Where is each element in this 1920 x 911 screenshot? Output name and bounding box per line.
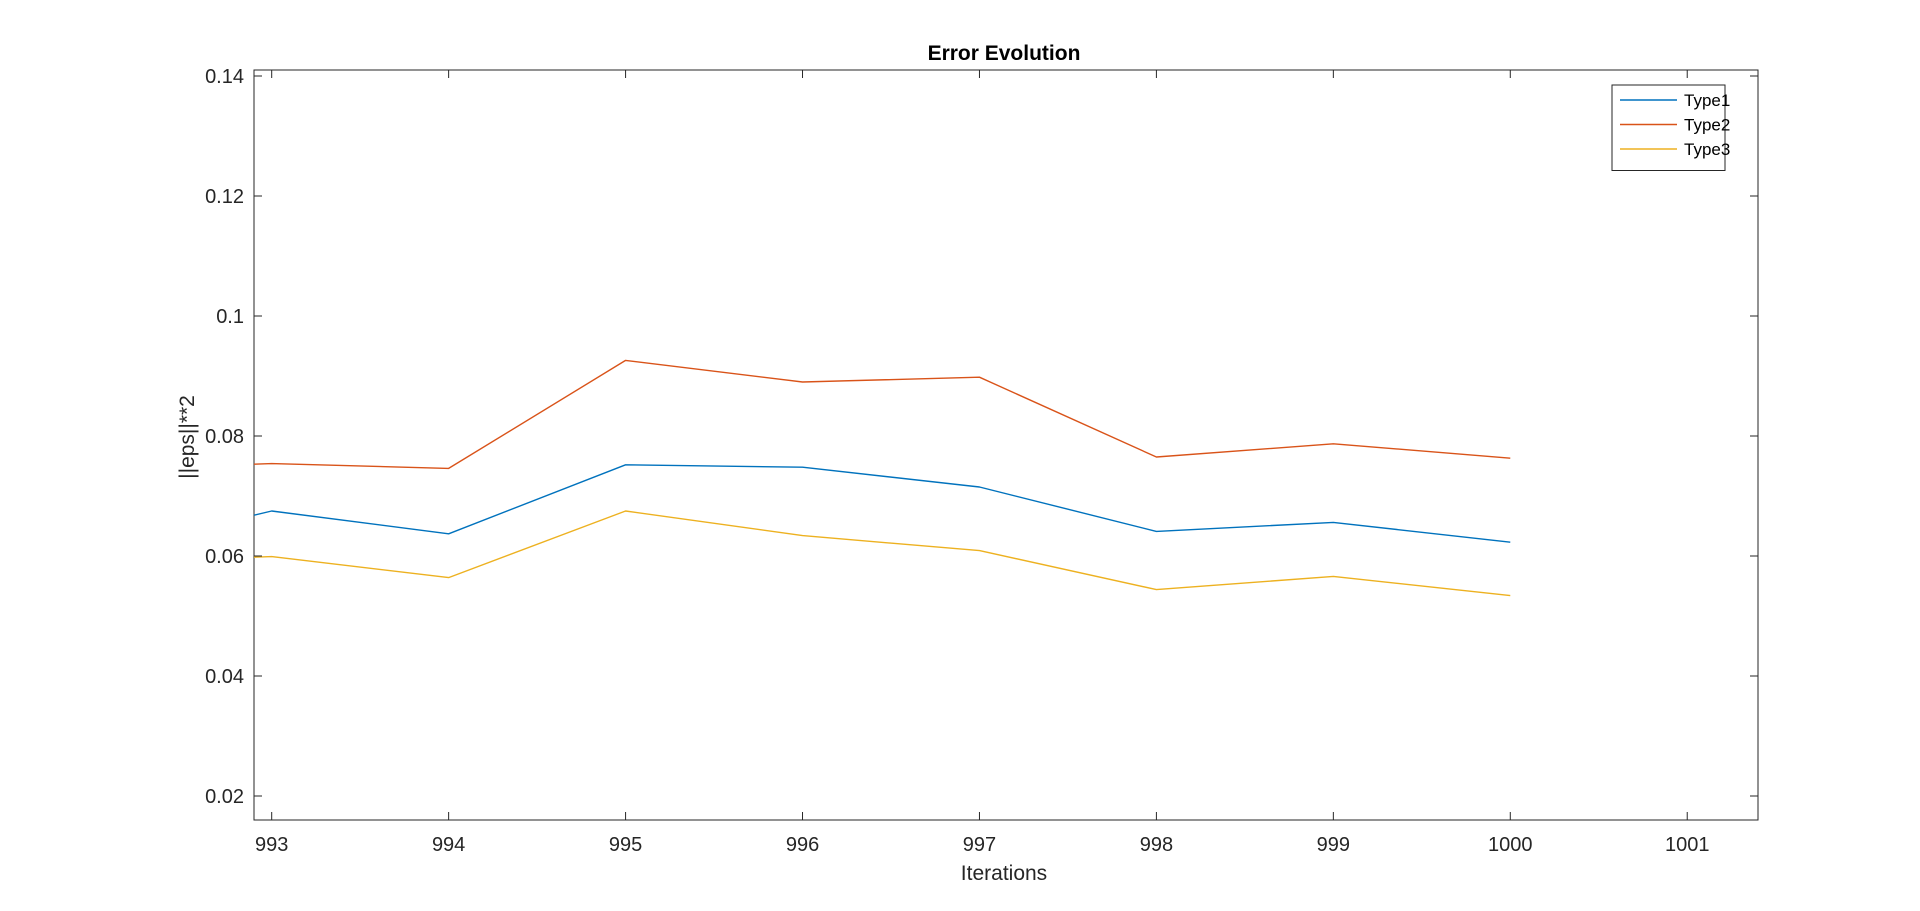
y-tick-label: 0.14 xyxy=(205,66,244,88)
x-tick-label: 999 xyxy=(1317,834,1350,856)
x-tick-label: 995 xyxy=(609,834,642,856)
x-tick-label: 1000 xyxy=(1488,834,1533,856)
legend-box xyxy=(1611,84,1726,171)
legend-label: Type3 xyxy=(1684,140,1730,159)
x-tick-label: 993 xyxy=(255,834,288,856)
x-tick-label: 996 xyxy=(786,834,819,856)
x-tick-label: 997 xyxy=(963,834,996,856)
y-tick-label: 0.04 xyxy=(205,666,244,688)
y-tick-label: 0.1 xyxy=(216,306,244,328)
plot-area-box xyxy=(253,69,1759,821)
y-axis-label: ||eps||**2 xyxy=(176,395,199,479)
x-tick-label: 998 xyxy=(1140,834,1173,856)
x-tick-label: 994 xyxy=(432,834,465,856)
y-tick-label: 0.02 xyxy=(205,786,244,808)
series-line-type1 xyxy=(253,464,1511,543)
x-tick-label: 1001 xyxy=(1665,834,1710,856)
y-tick-label: 0.12 xyxy=(205,186,244,208)
series-line-type3 xyxy=(253,510,1511,597)
y-tick-label: 0.08 xyxy=(205,426,244,448)
chart-title: Error Evolution xyxy=(928,42,1081,65)
legend: Type1 Type2 Type3 xyxy=(1611,84,1730,171)
x-axis-label: Iterations xyxy=(961,862,1047,885)
series-line-type2 xyxy=(253,359,1511,470)
legend-label: Type1 xyxy=(1684,91,1730,110)
legend-label: Type2 xyxy=(1684,116,1730,135)
y-tick-label: 0.06 xyxy=(205,546,244,568)
